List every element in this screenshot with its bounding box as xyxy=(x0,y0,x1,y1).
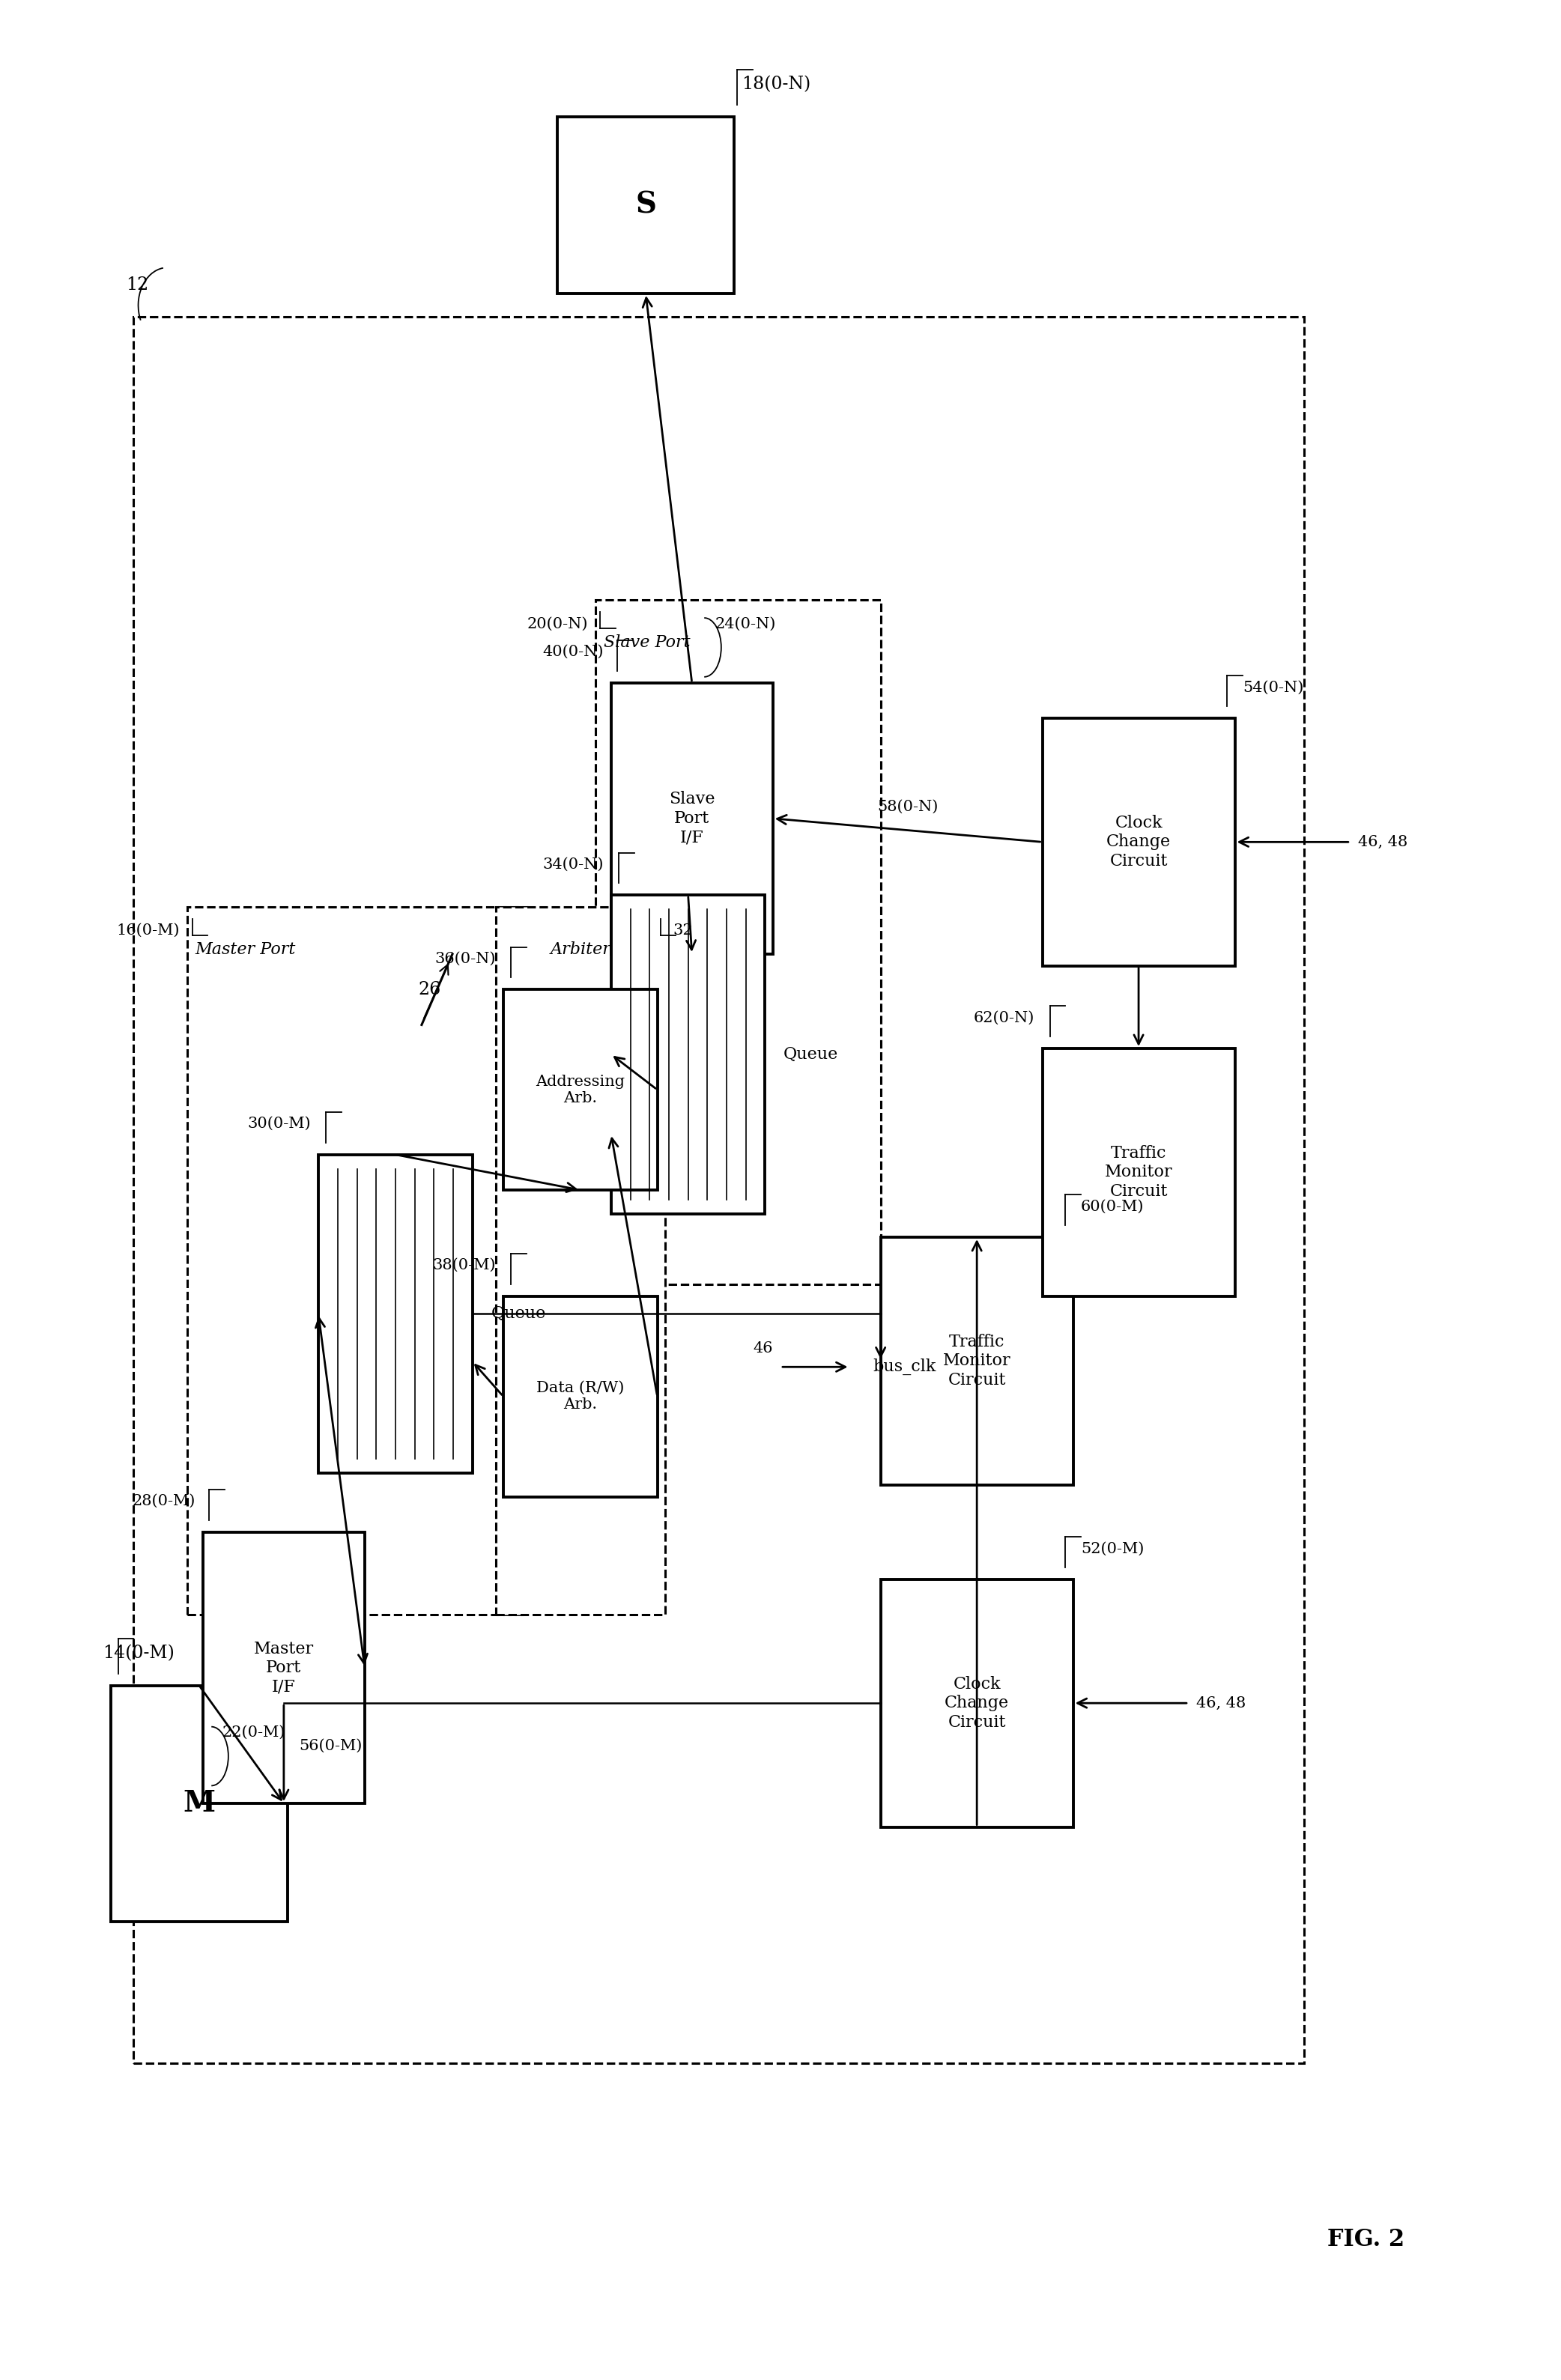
Text: S: S xyxy=(635,190,656,219)
Text: 14(0-M): 14(0-M) xyxy=(103,1645,175,1661)
Text: Queue: Queue xyxy=(784,1047,838,1061)
Text: 22(0-M): 22(0-M) xyxy=(222,1726,286,1740)
Text: 40(0-N): 40(0-N) xyxy=(542,645,604,659)
Bar xyxy=(318,1154,473,1473)
Text: Traffic
Monitor
Circuit: Traffic Monitor Circuit xyxy=(943,1333,1012,1388)
Text: 54(0-N): 54(0-N) xyxy=(1243,681,1303,695)
Text: M: M xyxy=(183,1790,215,1818)
Text: bus_clk: bus_clk xyxy=(873,1359,937,1376)
Bar xyxy=(610,683,773,954)
Bar xyxy=(203,1533,365,1804)
Text: Master
Port
I/F: Master Port I/F xyxy=(254,1640,314,1695)
Text: 12: 12 xyxy=(126,276,148,293)
Text: 30(0-M): 30(0-M) xyxy=(247,1116,311,1130)
Text: 28(0-M): 28(0-M) xyxy=(133,1495,195,1509)
Bar xyxy=(134,317,1303,2063)
Text: Slave Port: Slave Port xyxy=(604,635,690,650)
Text: Data (R/W)
Arb.: Data (R/W) Arb. xyxy=(537,1380,624,1411)
Text: 36(0-N): 36(0-N) xyxy=(434,952,495,966)
Text: Addressing
Arb.: Addressing Arb. xyxy=(535,1073,624,1104)
Text: Slave
Port
I/F: Slave Port I/F xyxy=(670,790,715,845)
Bar xyxy=(557,117,734,293)
Text: 62(0-N): 62(0-N) xyxy=(974,1012,1035,1026)
Text: 46, 48: 46, 48 xyxy=(1358,835,1408,850)
Bar xyxy=(1043,1050,1235,1297)
Text: 18(0-N): 18(0-N) xyxy=(741,76,812,93)
Bar xyxy=(111,1685,287,1921)
Text: 32: 32 xyxy=(673,923,693,938)
Text: 52(0-M): 52(0-M) xyxy=(1080,1542,1144,1557)
Bar xyxy=(503,1297,657,1497)
Text: 16(0-M): 16(0-M) xyxy=(117,923,180,938)
Bar xyxy=(610,895,765,1214)
Text: Traffic
Monitor
Circuit: Traffic Monitor Circuit xyxy=(1105,1145,1172,1200)
Text: 46: 46 xyxy=(752,1340,773,1354)
Bar xyxy=(880,1580,1072,1828)
Text: 26: 26 xyxy=(418,981,442,997)
Text: Clock
Change
Circuit: Clock Change Circuit xyxy=(944,1676,1008,1730)
Text: Arbiter: Arbiter xyxy=(549,940,610,957)
Text: 34(0-N): 34(0-N) xyxy=(542,857,604,871)
Text: 46, 48: 46, 48 xyxy=(1196,1697,1246,1711)
Text: Clock
Change
Circuit: Clock Change Circuit xyxy=(1107,814,1171,869)
Bar xyxy=(495,907,665,1614)
Bar xyxy=(1043,719,1235,966)
Text: 60(0-M): 60(0-M) xyxy=(1080,1200,1144,1214)
Bar xyxy=(596,600,880,1285)
Bar xyxy=(187,907,526,1614)
Text: 38(0-M): 38(0-M) xyxy=(432,1259,495,1273)
Text: 56(0-M): 56(0-M) xyxy=(300,1737,362,1752)
Text: 58(0-N): 58(0-N) xyxy=(877,800,938,814)
Text: 24(0-N): 24(0-N) xyxy=(715,616,776,631)
Text: FIG. 2: FIG. 2 xyxy=(1327,2228,1405,2251)
Text: 20(0-N): 20(0-N) xyxy=(528,616,588,631)
Text: Queue: Queue xyxy=(492,1307,546,1323)
Text: Master Port: Master Port xyxy=(195,940,297,957)
Bar xyxy=(503,990,657,1190)
Bar xyxy=(880,1238,1072,1485)
